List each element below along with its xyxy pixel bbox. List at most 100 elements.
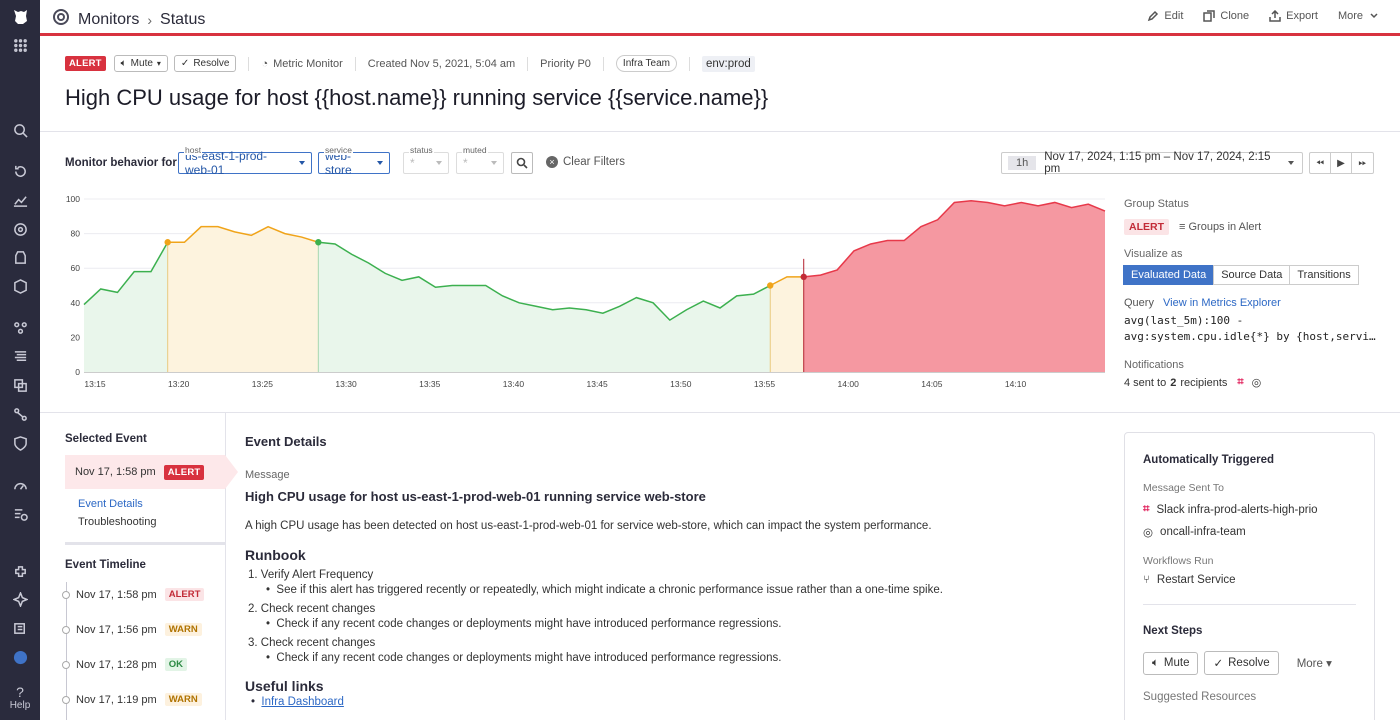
filter-bar: Monitor behavior for host us-east-1-prod… [65, 145, 1375, 177]
mute-button[interactable]: 🔈︎ Mute ▾ [113, 55, 168, 72]
mute-button[interactable]: 🔈︎ Mute [1143, 651, 1199, 675]
shield-icon[interactable] [11, 434, 29, 452]
divider [40, 131, 1400, 132]
timeline-item[interactable]: Nov 17, 1:56 pm WARN [62, 623, 202, 636]
transition-point [315, 239, 322, 246]
query-label: Query [1124, 297, 1154, 309]
series-line-ok [83, 241, 169, 306]
timeline-dot [62, 590, 70, 599]
clear-filters-button[interactable]: × Clear Filters [546, 156, 625, 168]
recipient-oncall[interactable]: ◎ oncall-infra-team [1143, 526, 1246, 539]
groups-in-alert-button[interactable]: ≡ Groups in Alert [1179, 221, 1262, 233]
rewind-icon[interactable]: ⏪︎ [1310, 153, 1331, 173]
metrics-explorer-link[interactable]: View in Metrics Explorer [1163, 297, 1281, 309]
dashboards-icon[interactable] [11, 191, 29, 209]
caret-down-icon [1288, 161, 1294, 165]
service-select[interactable]: service web-store [318, 145, 390, 177]
help-button[interactable]: ? Help [0, 684, 40, 711]
troubleshooting-tab[interactable]: Troubleshooting [78, 516, 157, 528]
apps-grid-icon[interactable] [11, 36, 29, 54]
security-icon[interactable] [11, 248, 29, 266]
search-button[interactable] [511, 152, 533, 174]
infra-dashboard-link[interactable]: Infra Dashboard [261, 696, 344, 708]
timeline-item[interactable]: Nov 17, 1:28 pm OK [62, 658, 187, 671]
timeline-state-badge: OK [164, 658, 187, 671]
export-icon [1269, 10, 1281, 22]
timeline-state-badge: WARN [164, 693, 202, 706]
team-tag[interactable]: Infra Team [615, 55, 677, 72]
divider [40, 412, 1400, 413]
edit-button[interactable]: Edit [1147, 10, 1183, 22]
monitor-side-panel: Group Status ALERT ≡ Groups in Alert Vis… [1123, 198, 1384, 389]
muted-select[interactable]: muted * [456, 145, 504, 174]
time-nav: ⏪︎ ▶︎ ⏩︎ [1309, 152, 1374, 174]
clone-button[interactable]: Clone [1203, 10, 1249, 22]
priority: Priority P0 [540, 57, 591, 70]
env-tag[interactable]: env:prod [701, 55, 755, 72]
y-tick-label: 40 [71, 298, 81, 308]
useful-links-heading: Useful links [245, 678, 324, 694]
group-status-badge: ALERT [1124, 219, 1169, 235]
band-ok [318, 242, 771, 372]
x-tick-label: 13:40 [503, 379, 525, 389]
more-button[interactable]: More [1338, 10, 1380, 22]
source-data-option[interactable]: Source Data [1213, 265, 1291, 285]
service-mgmt-icon[interactable] [11, 505, 29, 523]
speaker-icon: 🔈︎ [1152, 656, 1159, 669]
timeline-dot [62, 625, 70, 634]
metric-monitor-icon: ◔ [261, 57, 269, 70]
search-icon[interactable] [11, 121, 29, 139]
x-tick-label: 13:20 [168, 379, 190, 389]
play-icon[interactable]: ▶︎ [1331, 153, 1352, 173]
divider [65, 542, 225, 545]
created-date: Created Nov 5, 2021, 5:04 am [367, 57, 516, 70]
more-button[interactable]: More ▾ [1296, 658, 1332, 670]
status-select[interactable]: status * [403, 145, 449, 174]
timeline-item[interactable]: Nov 17, 1:58 pm ALERT [62, 588, 205, 601]
caret-down-icon: ▾ [1326, 658, 1332, 670]
time-range-picker[interactable]: 1h Nov 17, 2024, 1:15 pm – Nov 17, 2024, … [1001, 151, 1303, 175]
runbook-step-detail: • Check if any recent code changes or de… [266, 618, 782, 630]
x-tick-label: 13:50 [670, 379, 692, 389]
workflow-item[interactable]: ⑂ Restart Service [1143, 574, 1236, 586]
user-avatar-icon[interactable] [11, 648, 29, 666]
resolve-button[interactable]: ✓ Resolve [1204, 651, 1279, 675]
network-icon[interactable] [11, 405, 29, 423]
recipient-slack[interactable]: ⌗ Slack infra-prod-alerts-high-prio [1143, 503, 1318, 516]
message-title: High CPU usage for host us-east-1-prod-w… [245, 489, 706, 504]
message-sent-label: Message Sent To [1143, 482, 1224, 494]
apm-icon[interactable] [11, 318, 29, 336]
evaluated-data-option[interactable]: Evaluated Data [1123, 265, 1215, 285]
notebooks-icon[interactable] [11, 619, 29, 637]
recent-icon[interactable] [11, 162, 29, 180]
query-row: Query View in Metrics Explorer [1124, 297, 1384, 309]
datadog-logo-icon[interactable] [9, 6, 31, 28]
divider [1143, 604, 1356, 605]
monitors-icon[interactable] [11, 220, 29, 238]
chevron-down-icon: ▾ [156, 59, 161, 68]
caret-down-icon [377, 161, 383, 165]
header-actions: Edit Clone Export More [1147, 10, 1380, 22]
breadcrumb-monitors[interactable]: Monitors [78, 10, 140, 28]
infrastructure-icon[interactable] [11, 277, 29, 295]
selected-event-row[interactable]: Nov 17, 1:58 pm ALERT [65, 455, 238, 489]
digital-experience-icon[interactable] [11, 376, 29, 394]
sparkle-icon[interactable] [11, 590, 29, 608]
timeline-state-badge: ALERT [164, 588, 205, 601]
caret-down-icon [299, 161, 305, 165]
resolve-button[interactable]: ✓ Resolve [173, 55, 237, 72]
host-select[interactable]: host us-east-1-prod-web-01 [178, 145, 312, 177]
synthetics-icon[interactable] [11, 476, 29, 494]
series-line-warn [167, 225, 319, 243]
export-button[interactable]: Export [1269, 10, 1318, 22]
timeline-item[interactable]: Nov 17, 1:19 pm WARN [62, 693, 202, 706]
runbook-step: 1. Verify Alert Frequency [248, 569, 374, 581]
transitions-option[interactable]: Transitions [1289, 265, 1359, 285]
notifications-summary: 4 sent to 2 recipients ⌗ ◎ [1124, 376, 1262, 389]
logs-icon[interactable] [11, 347, 29, 365]
event-details-tab[interactable]: Event Details [78, 498, 143, 510]
forward-icon[interactable]: ⏩︎ [1358, 157, 1367, 169]
divider [225, 413, 226, 720]
filter-icon: ≡ [1179, 221, 1186, 233]
integrations-icon[interactable] [11, 562, 29, 580]
